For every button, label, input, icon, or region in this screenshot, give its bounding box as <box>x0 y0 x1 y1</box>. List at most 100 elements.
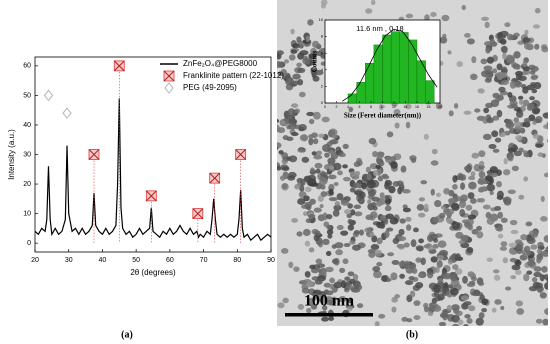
particle <box>393 108 401 116</box>
particle <box>499 38 507 45</box>
particle <box>547 138 548 143</box>
particle <box>326 299 336 306</box>
particle <box>285 83 294 91</box>
particle <box>403 242 410 248</box>
particle <box>415 245 424 252</box>
particle <box>281 166 290 171</box>
particle <box>277 302 285 309</box>
x-tick-label: 60 <box>166 257 174 264</box>
particle <box>277 147 279 151</box>
x-tick-label: 16 <box>415 105 419 109</box>
particle <box>308 297 314 306</box>
particle <box>334 242 344 249</box>
particle <box>446 304 453 312</box>
particle <box>434 199 442 208</box>
particle <box>513 150 522 157</box>
particle <box>304 240 311 247</box>
scale-bar-label: 100 nm <box>304 293 355 310</box>
particle <box>505 54 513 63</box>
particle <box>492 172 498 178</box>
particle <box>342 164 348 169</box>
particle <box>430 12 437 17</box>
particle <box>449 255 455 261</box>
particle <box>286 124 292 130</box>
particle <box>453 103 459 109</box>
x-tick-label: 10 <box>381 105 385 109</box>
particle <box>451 203 460 212</box>
particle <box>450 287 459 296</box>
particle <box>298 123 307 132</box>
particle <box>529 96 535 101</box>
particle <box>523 42 532 50</box>
particle <box>523 152 531 158</box>
particle <box>513 117 519 123</box>
particle <box>333 181 339 187</box>
particle <box>378 160 385 167</box>
particle <box>316 150 323 156</box>
particle <box>442 273 452 280</box>
particle <box>321 116 330 123</box>
particle <box>459 209 466 217</box>
particle <box>384 181 390 190</box>
particle <box>496 109 503 118</box>
particle <box>353 204 362 210</box>
marker-cross <box>113 60 125 72</box>
legend-label: ZnFe₂O₄@PEG8000 <box>183 59 258 68</box>
particle <box>315 258 323 265</box>
particle <box>522 99 530 107</box>
particle <box>402 189 411 194</box>
particle <box>520 105 526 112</box>
particle <box>405 216 412 222</box>
particle <box>361 182 367 190</box>
particle <box>417 273 424 278</box>
particle <box>349 171 357 177</box>
histogram-bar <box>382 34 392 104</box>
particle <box>533 271 542 278</box>
particle <box>531 88 538 94</box>
x-tick-label: 20 <box>438 105 442 109</box>
particle <box>423 203 429 211</box>
particle <box>278 150 284 155</box>
particle <box>320 184 326 190</box>
particle <box>464 221 470 227</box>
particle <box>486 217 495 225</box>
particle <box>427 246 434 251</box>
particle <box>476 231 484 239</box>
particle <box>298 91 306 98</box>
particle <box>257 152 264 157</box>
particle <box>294 183 301 190</box>
particle <box>413 315 421 320</box>
x-tick-label: 90 <box>267 257 275 264</box>
particle <box>282 135 289 141</box>
particle <box>523 273 530 282</box>
particle <box>312 75 320 82</box>
y-tick-label: 40 <box>23 122 31 129</box>
particle <box>328 197 338 202</box>
particle <box>467 192 475 200</box>
particle <box>304 271 311 278</box>
particle <box>388 185 396 194</box>
particle <box>381 275 388 282</box>
particle <box>459 200 467 209</box>
data-line <box>34 98 272 242</box>
particle <box>277 142 282 149</box>
particle <box>399 273 406 279</box>
particle <box>347 224 355 231</box>
particle <box>458 173 464 181</box>
particle <box>460 295 469 301</box>
particle <box>358 229 365 236</box>
particle <box>318 133 325 139</box>
histogram-bar <box>347 93 357 104</box>
particle <box>372 266 381 273</box>
particle <box>500 241 508 247</box>
particle <box>307 19 314 26</box>
particle <box>432 244 439 249</box>
particle <box>526 270 533 275</box>
particle <box>420 180 428 185</box>
particle <box>437 281 444 286</box>
particle <box>476 225 483 231</box>
marker <box>88 149 100 160</box>
particle <box>478 150 486 158</box>
particle <box>484 70 494 75</box>
histogram-bar <box>399 32 409 104</box>
